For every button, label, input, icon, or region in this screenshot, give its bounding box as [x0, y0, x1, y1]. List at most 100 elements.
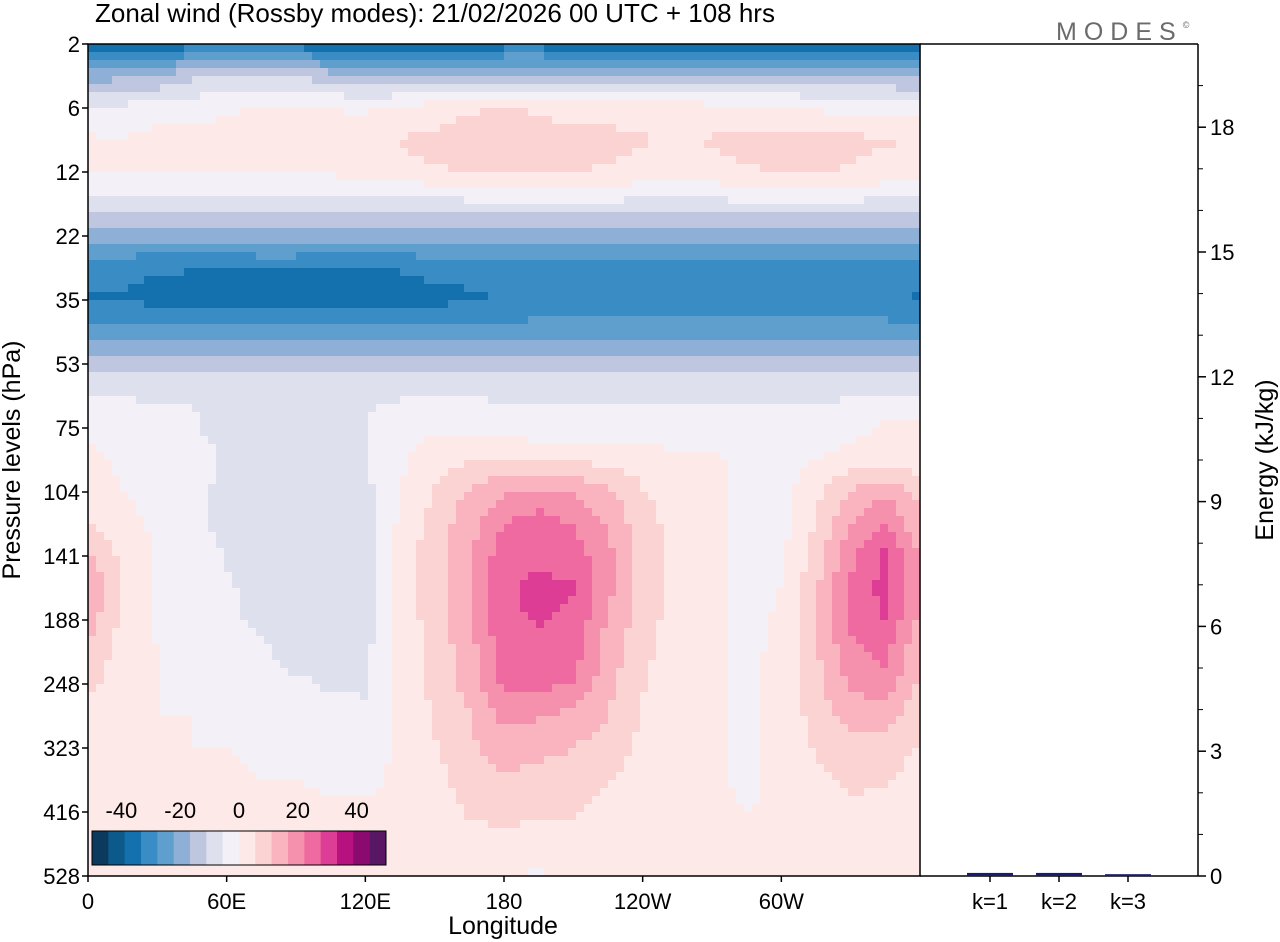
contour-cell: [688, 284, 697, 293]
contour-cell: [496, 388, 505, 397]
contour-cell: [272, 332, 281, 341]
contour-cell: [808, 52, 817, 61]
contour-cell: [864, 68, 873, 77]
contour-cell: [856, 68, 865, 77]
contour-cell: [168, 60, 177, 69]
contour-cell: [528, 180, 537, 189]
contour-cell: [536, 244, 545, 253]
contour-cell: [656, 228, 665, 237]
contour-cell: [768, 276, 777, 285]
contour-cell: [704, 332, 713, 341]
contour-cell: [160, 164, 169, 173]
contour-cell: [576, 348, 585, 357]
contour-cell: [320, 132, 329, 141]
contour-cell: [568, 84, 577, 93]
contour-cell: [696, 220, 705, 229]
contour-cell: [576, 396, 585, 405]
contour-cell: [544, 100, 553, 109]
contour-cell: [888, 404, 897, 413]
contour-cell: [736, 140, 745, 149]
contour-cell: [480, 156, 489, 165]
contour-cell: [488, 276, 497, 285]
contour-cell: [904, 340, 913, 349]
contour-cell: [648, 212, 657, 221]
contour-cell: [904, 324, 913, 333]
contour-cell: [352, 372, 361, 381]
contour-cell: [480, 60, 489, 69]
contour-cell: [664, 196, 673, 205]
contour-cell: [416, 132, 425, 141]
contour-cell: [808, 260, 817, 269]
contour-cell: [888, 228, 897, 237]
contour-cell: [120, 348, 129, 357]
contour-cell: [272, 412, 281, 421]
contour-cell: [288, 388, 297, 397]
contour-cell: [616, 148, 625, 157]
contour-cell: [312, 308, 321, 317]
contour-cell: [496, 44, 505, 53]
contour-cell: [312, 164, 321, 173]
contour-cell: [344, 164, 353, 173]
contour-cell: [360, 412, 369, 421]
contour-cell: [736, 420, 745, 429]
contour-cell: [296, 420, 305, 429]
contour-cell: [416, 380, 425, 389]
contour-cell: [344, 172, 353, 181]
contour-cell: [424, 196, 433, 205]
contour-cell: [832, 76, 841, 85]
contour-cell: [152, 372, 161, 381]
contour-cell: [232, 92, 241, 101]
contour-cell: [424, 76, 433, 85]
contour-cell: [656, 388, 665, 397]
contour-cell: [160, 236, 169, 245]
contour-cell: [760, 308, 769, 317]
contour-cell: [856, 236, 865, 245]
contour-cell: [440, 340, 449, 349]
contour-cell: [896, 108, 905, 117]
contour-cell: [352, 156, 361, 165]
contour-cell: [240, 324, 249, 333]
contour-cell: [544, 84, 553, 93]
contour-cell: [176, 204, 185, 213]
contour-cell: [792, 308, 801, 317]
contour-cell: [768, 348, 777, 357]
contour-cell: [656, 348, 665, 357]
contour-cell: [544, 324, 553, 333]
contour-cell: [88, 260, 97, 269]
contour-cell: [848, 164, 857, 173]
contour-cell: [776, 372, 785, 381]
contour-cell: [440, 380, 449, 389]
contour-cell: [624, 292, 633, 301]
contour-cell: [312, 172, 321, 181]
contour-cell: [336, 116, 345, 125]
contour-cell: [800, 68, 809, 77]
contour-cell: [312, 124, 321, 133]
contour-cell: [768, 52, 777, 61]
contour-cell: [688, 404, 697, 413]
contour-cell: [744, 300, 753, 309]
contour-cell: [656, 340, 665, 349]
contour-cell: [88, 156, 97, 165]
contour-cell: [848, 380, 857, 389]
contour-cell: [824, 292, 833, 301]
contour-cell: [448, 340, 457, 349]
contour-cell: [232, 148, 241, 157]
contour-cell: [768, 340, 777, 349]
contour-cell: [144, 380, 153, 389]
contour-cell: [576, 324, 585, 333]
contour-cell: [768, 188, 777, 197]
contour-cell: [512, 92, 521, 101]
contour-cell: [608, 236, 617, 245]
contour-cell: [872, 268, 881, 277]
contour-cell: [152, 44, 161, 53]
contour-cell: [352, 164, 361, 173]
contour-cell: [440, 268, 449, 277]
contour-cell: [696, 268, 705, 277]
contour-cell: [352, 420, 361, 429]
contour-cell: [904, 300, 913, 309]
contour-cell: [856, 92, 865, 101]
contour-cell: [800, 300, 809, 309]
contour-cell: [744, 236, 753, 245]
contour-cell: [200, 388, 209, 397]
contour-cell: [728, 324, 737, 333]
